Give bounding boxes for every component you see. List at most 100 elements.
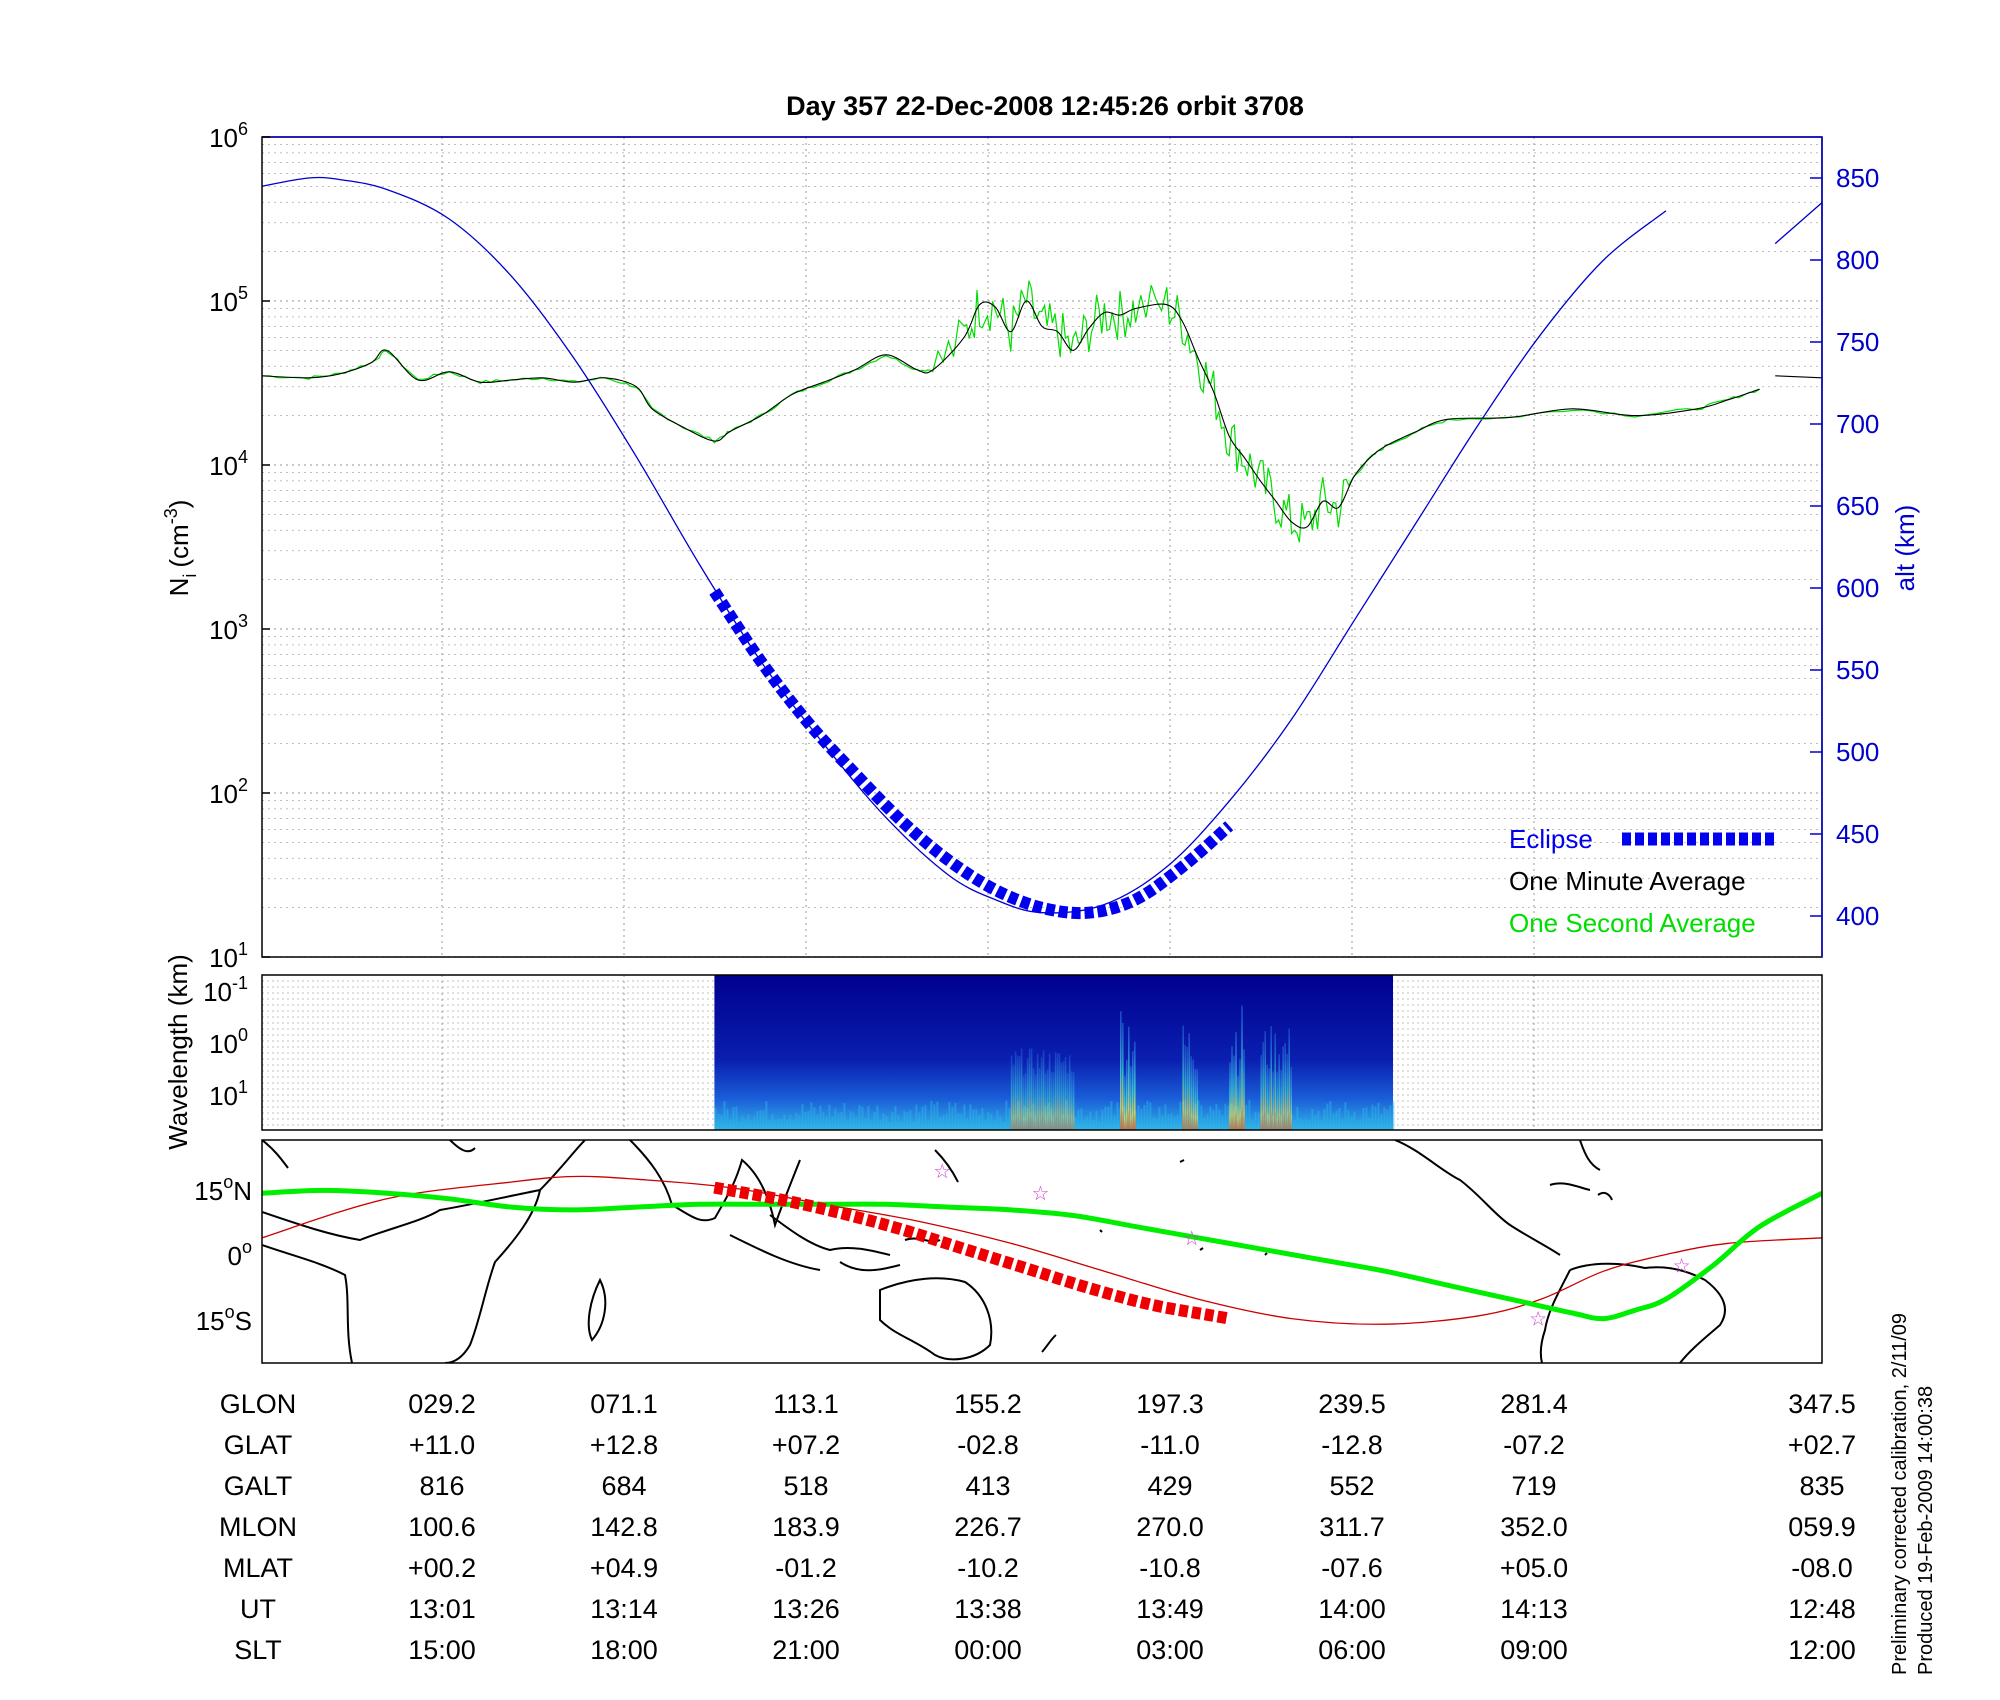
spectrogram-band-0 bbox=[1028, 1048, 1031, 1130]
spectrogram-band-4 bbox=[1278, 1054, 1280, 1130]
density-lines bbox=[261, 280, 1823, 543]
map-star-3: ☆ bbox=[1529, 1309, 1547, 1331]
spectrogram-band-1 bbox=[1134, 1041, 1136, 1130]
table-cell: 18:00 bbox=[590, 1635, 658, 1665]
satellite-track bbox=[262, 1187, 1822, 1322]
table-cell: +07.2 bbox=[772, 1430, 840, 1460]
map-y-tick-0: 15oN bbox=[194, 1172, 252, 1206]
table-cell: 226.7 bbox=[954, 1512, 1022, 1542]
table-cell: 14:00 bbox=[1318, 1594, 1386, 1624]
table-row-label-ut: UT bbox=[240, 1594, 276, 1624]
spectrogram-band-4 bbox=[1288, 1028, 1290, 1130]
spectrogram-band-0 bbox=[1022, 1075, 1025, 1130]
table-cell: -02.8 bbox=[957, 1430, 1019, 1460]
table-cell: 00:00 bbox=[954, 1635, 1022, 1665]
legend: Eclipse One Minute Average One Second Av… bbox=[1509, 824, 1775, 938]
map-star-0: ☆ bbox=[933, 1161, 951, 1183]
spec-y-tick-1: 100 bbox=[209, 1025, 248, 1059]
table-row-label-glon: GLON bbox=[220, 1389, 297, 1419]
y-tick-label-1: 102 bbox=[209, 775, 248, 809]
spectrogram-band-2 bbox=[1190, 1056, 1192, 1130]
altitude-y-ticks: 400 450 500 550 600 650 700 750 800 850 bbox=[1810, 163, 1879, 931]
spectrogram-band-0 bbox=[1064, 1056, 1067, 1130]
map-y-ticks: 15oN 0o 15oS bbox=[194, 1172, 252, 1336]
ephemeris-table: GLON 029.2 071.1 113.1 155.2 197.3 239.5 281.4 3… bbox=[219, 1389, 1856, 1665]
y-tick-base: 10 bbox=[209, 943, 238, 973]
legend-one-second: One Second Average bbox=[1509, 908, 1756, 938]
table-cell: -01.2 bbox=[775, 1553, 837, 1583]
table-cell: -12.8 bbox=[1321, 1430, 1383, 1460]
spectrogram-band-4 bbox=[1270, 1026, 1272, 1130]
spectrogram-band-0 bbox=[1012, 1064, 1015, 1130]
altitude-tail bbox=[1774, 202, 1823, 245]
ylabel-base: N bbox=[164, 578, 194, 597]
table-cell: 15:00 bbox=[408, 1635, 476, 1665]
spectrogram-band-2 bbox=[1184, 1044, 1186, 1130]
table-cell: +02.7 bbox=[1788, 1430, 1856, 1460]
spectrogram-band-3 bbox=[1233, 1055, 1235, 1130]
table-cell: 183.9 bbox=[772, 1512, 840, 1542]
table-cell: 13:01 bbox=[408, 1594, 476, 1624]
table-row-label-slt: SLT bbox=[234, 1635, 282, 1665]
altitude-line bbox=[261, 176, 1823, 914]
legend-eclipse: Eclipse bbox=[1509, 824, 1593, 854]
table-row-label-galt: GALT bbox=[224, 1471, 293, 1501]
y2-tick-label-3: 550 bbox=[1836, 655, 1879, 685]
spectrogram-band-3 bbox=[1241, 1005, 1243, 1130]
footer-line2: Produced 19-Feb-2009 14:00:38 bbox=[1915, 1386, 1937, 1675]
y-tick-exp: 3 bbox=[238, 611, 248, 631]
density-y-label: Ni (cm-3) bbox=[161, 500, 200, 597]
table-cell: 429 bbox=[1147, 1471, 1192, 1501]
y2-tick-label-5: 650 bbox=[1836, 491, 1879, 521]
spectrogram-band-0 bbox=[1070, 1071, 1073, 1130]
spectrogram-panel: 10-1 100 101 Wavelength (km) bbox=[163, 954, 1823, 1150]
spectrogram-band-0 bbox=[1050, 1072, 1053, 1130]
map-star-1: ☆ bbox=[1031, 1183, 1049, 1205]
table-cell: 413 bbox=[965, 1471, 1010, 1501]
spectrogram-band-4 bbox=[1266, 1064, 1268, 1130]
table-cell: 13:38 bbox=[954, 1594, 1022, 1624]
spectrogram-band-0 bbox=[1034, 1074, 1037, 1130]
spectrogram-band-0 bbox=[1026, 1057, 1029, 1130]
y-tick-label-4: 105 bbox=[209, 283, 248, 317]
spectrogram-band-2 bbox=[1196, 1069, 1198, 1130]
table-cell: +11.0 bbox=[409, 1430, 475, 1460]
spectrogram-band-0 bbox=[1052, 1072, 1055, 1130]
y2-tick-label-2: 500 bbox=[1836, 737, 1879, 767]
table-cell: 21:00 bbox=[772, 1635, 840, 1665]
table-cell: 12:00 bbox=[1788, 1635, 1856, 1665]
spectrogram-band-4 bbox=[1282, 1046, 1284, 1130]
map-star-4: ☆ bbox=[1673, 1256, 1691, 1278]
eclipse-track bbox=[713, 1181, 1231, 1325]
spectrogram-band-4 bbox=[1290, 1067, 1292, 1130]
spectrogram-band-0 bbox=[1010, 1055, 1013, 1130]
y-tick-exp: 6 bbox=[238, 119, 248, 139]
table-cell: -07.6 bbox=[1321, 1553, 1383, 1583]
map-panel: ☆ ☆ ☆ ☆ ☆ 15oN 0o 15oS bbox=[194, 1139, 1823, 1364]
spectrogram-band-3 bbox=[1243, 1049, 1245, 1130]
table-row-label-mlat: MLAT bbox=[223, 1553, 293, 1583]
spectrogram-band-2 bbox=[1192, 1059, 1194, 1130]
spectrogram-band-0 bbox=[1054, 1052, 1057, 1130]
spectrogram-band-4 bbox=[1274, 1033, 1276, 1130]
table-cell: 113.1 bbox=[773, 1389, 839, 1419]
spectrogram-band-3 bbox=[1229, 1062, 1231, 1130]
spectrogram-y-label: Wavelength (km) bbox=[163, 954, 193, 1150]
spectrogram-band-4 bbox=[1276, 1072, 1278, 1130]
spectrogram-band-0 bbox=[1040, 1057, 1043, 1130]
spectrogram-band-0 bbox=[1062, 1060, 1065, 1130]
y-tick-base: 10 bbox=[209, 123, 238, 153]
ylabel-unit-pre: (cm bbox=[164, 524, 194, 567]
table-cell: 197.3 bbox=[1136, 1389, 1204, 1419]
spectrogram-band-4 bbox=[1284, 1042, 1286, 1130]
y-tick-label-0: 101 bbox=[209, 939, 248, 973]
spectrogram-image bbox=[714, 975, 1395, 1130]
y2-tick-label-1: 450 bbox=[1836, 819, 1879, 849]
spectrogram-band-1 bbox=[1126, 1059, 1128, 1130]
spectrogram-band-0 bbox=[1016, 1055, 1019, 1130]
chart-title: Day 357 22-Dec-2008 12:45:26 orbit 3708 bbox=[786, 91, 1304, 121]
spectrogram-band-0 bbox=[1036, 1053, 1039, 1130]
spectrogram-band-0 bbox=[1032, 1068, 1035, 1130]
